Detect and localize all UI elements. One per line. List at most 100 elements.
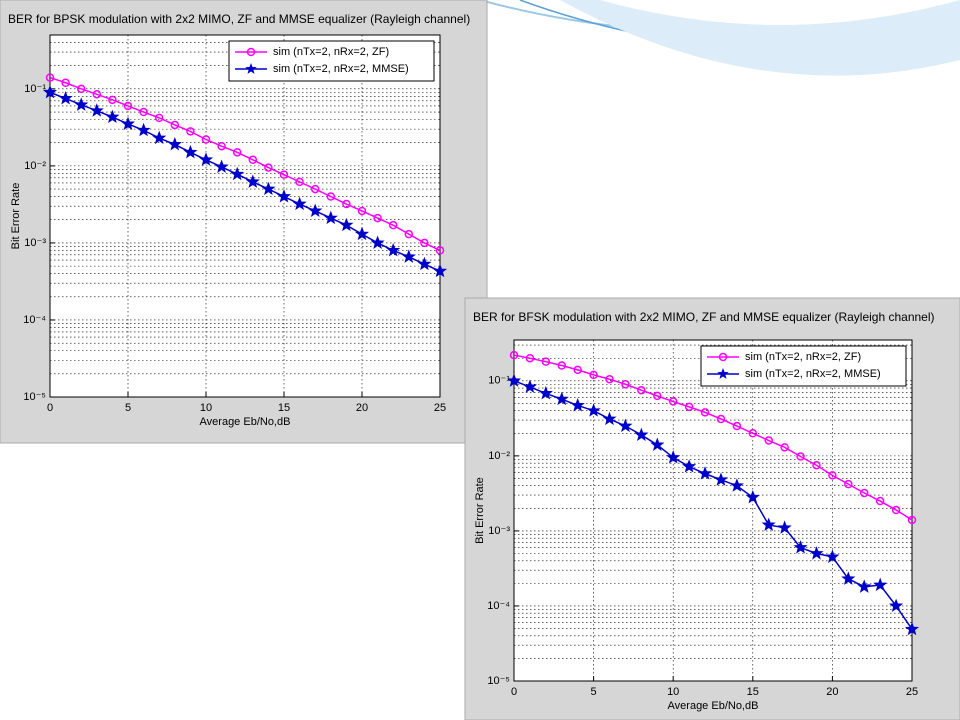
marker	[700, 408, 710, 417]
marker	[538, 385, 553, 400]
marker	[684, 402, 694, 412]
marker	[682, 459, 697, 473]
marker	[183, 144, 198, 159]
marker	[745, 490, 760, 504]
marker	[373, 213, 382, 223]
marker	[605, 374, 614, 384]
x-tick-label: 20	[826, 686, 838, 698]
marker	[388, 220, 398, 230]
marker	[554, 391, 569, 406]
marker	[793, 540, 808, 554]
marker	[796, 452, 805, 461]
marker	[105, 109, 120, 124]
marker	[417, 256, 432, 271]
x-tick-label: 0	[511, 686, 517, 698]
marker	[650, 437, 665, 451]
marker	[432, 263, 448, 278]
marker	[573, 365, 582, 375]
marker	[653, 391, 662, 401]
x-tick-label: 10	[200, 402, 212, 414]
x-tick-label: 10	[667, 686, 679, 698]
y-tick-label: 10⁻¹	[488, 375, 510, 387]
marker	[621, 380, 630, 389]
marker	[232, 148, 242, 157]
marker	[42, 85, 58, 99]
marker	[841, 571, 856, 585]
marker	[589, 370, 598, 380]
slide-decoration	[479, 0, 960, 76]
legend-label: sim (nTx=2, nRx=2, ZF)	[745, 351, 861, 363]
marker	[435, 246, 445, 255]
marker	[152, 130, 167, 145]
marker	[139, 107, 148, 117]
marker	[602, 411, 617, 426]
x-tick-label: 15	[278, 402, 290, 414]
marker	[697, 466, 713, 480]
y-tick-label: 10⁻⁴	[487, 600, 510, 612]
marker	[570, 397, 585, 412]
marker	[92, 90, 102, 99]
marker	[729, 478, 744, 492]
y-tick-label: 10⁻²	[488, 450, 510, 462]
marker	[61, 78, 70, 87]
x-tick-label: 5	[591, 686, 597, 698]
marker	[292, 196, 307, 211]
legend-box	[700, 345, 907, 387]
marker	[420, 238, 429, 248]
marker	[904, 621, 920, 636]
y-tick-label: 10⁻²	[24, 160, 46, 172]
marker	[276, 189, 292, 203]
y-tick-label: 10⁻³	[24, 237, 46, 249]
marker	[154, 113, 164, 123]
y-axis-label: Bit Error Rate	[10, 183, 22, 250]
marker	[859, 488, 869, 498]
marker	[370, 235, 385, 249]
marker	[828, 471, 837, 480]
axes-frame	[49, 34, 441, 398]
marker	[201, 135, 211, 144]
marker	[339, 217, 354, 232]
marker	[506, 373, 522, 387]
marker	[857, 579, 872, 593]
marker	[668, 397, 678, 406]
marker	[170, 120, 180, 130]
y-tick-label: 10⁻⁵	[487, 675, 510, 687]
marker	[310, 184, 320, 194]
marker	[541, 357, 551, 366]
marker	[509, 350, 519, 360]
marker	[761, 517, 776, 531]
marker	[357, 206, 367, 216]
marker	[136, 122, 151, 137]
marker	[76, 84, 86, 94]
marker	[386, 242, 401, 257]
marker	[295, 177, 304, 187]
marker	[522, 379, 537, 393]
legend-marker	[718, 352, 728, 362]
x-tick-label: 20	[356, 402, 368, 414]
marker	[279, 170, 289, 179]
marker	[844, 479, 853, 489]
marker	[245, 174, 260, 188]
x-tick-label: 15	[747, 686, 759, 698]
marker	[777, 520, 792, 534]
y-tick-label: 10⁻¹	[24, 83, 46, 95]
marker	[308, 203, 323, 217]
marker	[108, 95, 117, 105]
axes-area	[514, 340, 912, 681]
marker	[825, 549, 840, 563]
marker	[618, 418, 633, 433]
marker	[58, 91, 73, 105]
axes-frame	[513, 339, 913, 682]
marker	[217, 141, 226, 151]
marker	[186, 127, 195, 136]
marker	[230, 166, 245, 181]
marker	[342, 199, 351, 209]
legend: sim (nTx=2, nRx=2, ZF) sim (nTx=2, nRx=2,…	[228, 40, 435, 82]
marker	[120, 116, 136, 130]
chart-title: BER for BFSK modulation with 2x2 MIMO, Z…	[473, 310, 935, 324]
marker	[248, 155, 258, 165]
marker	[907, 515, 917, 525]
axes-area	[50, 35, 440, 397]
legend-marker	[717, 368, 729, 379]
